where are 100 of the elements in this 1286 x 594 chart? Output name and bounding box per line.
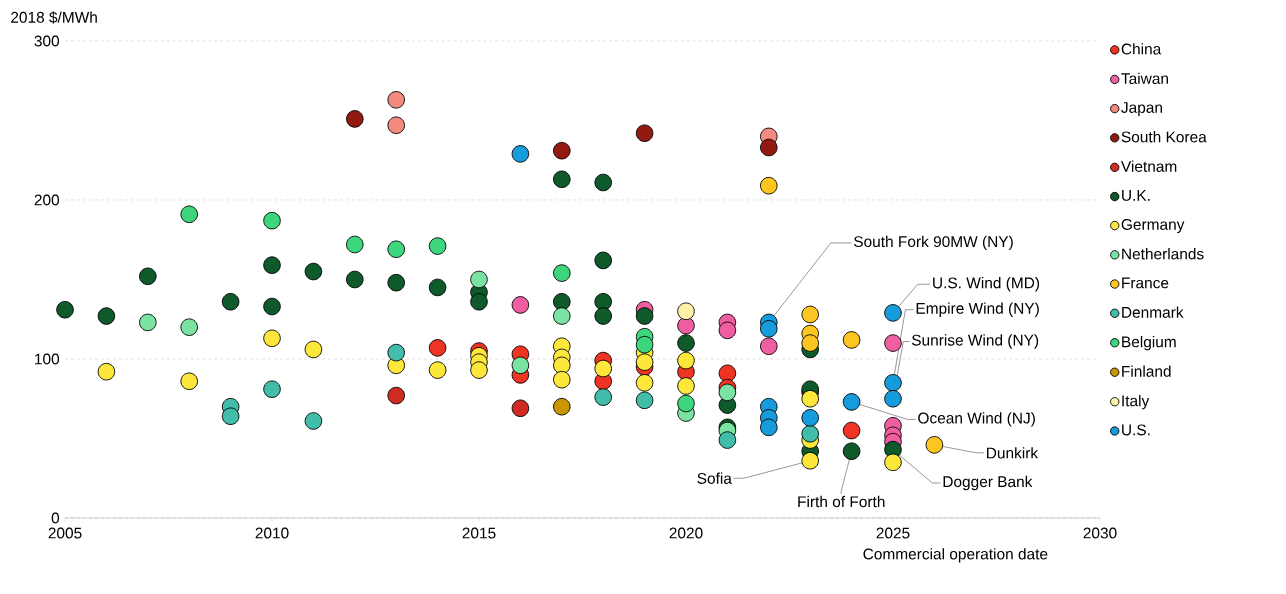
- point: [470, 270, 488, 289]
- point: [635, 335, 654, 354]
- point: [677, 377, 695, 395]
- point: [97, 307, 116, 325]
- point: [180, 318, 198, 336]
- point: [346, 235, 364, 254]
- point: [553, 292, 571, 311]
- point: [635, 124, 654, 142]
- point: [511, 145, 530, 163]
- annotation: Ocean Wind (NJ): [918, 412, 1035, 427]
- legend-label: Taiwan: [1121, 72, 1168, 85]
- point: [263, 211, 281, 230]
- point: [511, 356, 530, 375]
- legend-label: Finland: [1122, 365, 1171, 377]
- point: [635, 353, 654, 371]
- legend-label: China: [1121, 43, 1162, 55]
- x-tick-label: 2030: [1083, 527, 1117, 539]
- x-tick-label: 2025: [876, 527, 910, 539]
- annotation: Empire Wind (NY): [916, 302, 1039, 317]
- point: [635, 374, 654, 392]
- point: [677, 302, 695, 321]
- point: [842, 442, 861, 460]
- point: [760, 320, 778, 338]
- point: [553, 370, 571, 389]
- point: [180, 372, 198, 390]
- point: [387, 386, 405, 405]
- point: [760, 138, 778, 157]
- annotation: Sofia: [697, 472, 732, 484]
- point: [511, 296, 530, 314]
- legend-label: South Korea: [1121, 131, 1207, 143]
- legend-label: France: [1122, 277, 1169, 289]
- point: [594, 292, 612, 311]
- point: [842, 421, 861, 440]
- point: [594, 307, 612, 325]
- point: [139, 313, 157, 332]
- annotation: Firth of Forth: [798, 495, 885, 508]
- point: [760, 337, 778, 356]
- point: [221, 292, 240, 311]
- point: [677, 394, 695, 413]
- point: [801, 451, 819, 470]
- legend-label: Vietnam: [1120, 160, 1177, 172]
- point: [470, 292, 488, 311]
- legend-label: Italy: [1122, 394, 1150, 410]
- point: [594, 173, 612, 192]
- point: [387, 343, 405, 362]
- point: [594, 251, 612, 270]
- y-tick-label: 200: [34, 194, 60, 206]
- point: [718, 321, 737, 340]
- point: [180, 205, 198, 224]
- point: [263, 297, 281, 316]
- legend-label: U.K.: [1122, 190, 1150, 201]
- point: [884, 334, 902, 352]
- point: [263, 380, 281, 398]
- x-tick-label: 2005: [48, 527, 82, 539]
- annotation: Sunrise Wind (NY): [911, 334, 1039, 349]
- point: [553, 307, 571, 325]
- point: [511, 399, 530, 418]
- point: [263, 329, 281, 348]
- y-tick-label: 300: [34, 35, 60, 47]
- point: [884, 453, 902, 472]
- point: [801, 389, 819, 408]
- point: [842, 393, 861, 411]
- point: [718, 383, 737, 402]
- point: [304, 412, 323, 430]
- point: [677, 334, 695, 352]
- point: [387, 91, 405, 109]
- point: [553, 264, 571, 282]
- annotation: Dunkirk: [987, 447, 1039, 459]
- point: [387, 116, 405, 134]
- point: [553, 170, 571, 189]
- point: [139, 267, 157, 286]
- x-tick-label: 2015: [462, 527, 496, 539]
- point: [428, 361, 447, 379]
- point: [428, 278, 447, 297]
- point: [428, 339, 447, 357]
- point: [677, 316, 695, 335]
- point: [97, 362, 116, 381]
- point: [801, 409, 819, 427]
- point: [56, 300, 74, 319]
- point: [346, 270, 364, 289]
- point: [428, 237, 447, 255]
- legend-label: Japan: [1121, 102, 1162, 116]
- y-tick-label: 0: [51, 512, 60, 524]
- legend-label: Netherlands: [1122, 248, 1204, 260]
- point: [387, 240, 405, 259]
- point: [594, 388, 612, 406]
- point: [884, 389, 902, 408]
- point: [677, 351, 695, 370]
- point: [470, 361, 488, 379]
- x-tick-label: 2010: [255, 527, 289, 539]
- legend-label: Denmark: [1122, 306, 1184, 318]
- x-axis-title: Commercial operation date: [863, 548, 1048, 563]
- point: [884, 304, 902, 322]
- point: [760, 418, 778, 437]
- point: [346, 110, 364, 128]
- x-tick-label: 2020: [669, 527, 703, 539]
- annotation: U.S. Wind (MD): [933, 277, 1040, 292]
- legend-label: U.S.: [1122, 424, 1150, 436]
- point: [760, 176, 778, 195]
- point: [884, 374, 902, 392]
